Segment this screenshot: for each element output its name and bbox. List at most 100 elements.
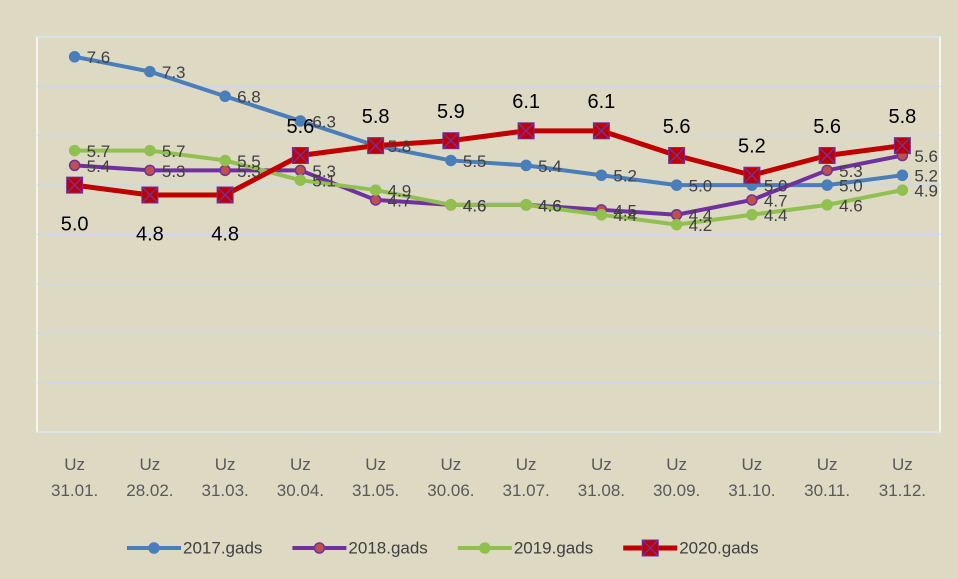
legend-label: 2019.gads <box>514 538 593 557</box>
marker-cross <box>641 539 659 557</box>
data-label: 5.2 <box>914 167 938 186</box>
data-label: 4.8 <box>136 223 164 245</box>
marker-cross <box>592 122 610 140</box>
data-label: 6.8 <box>237 88 261 107</box>
data-label: 4.9 <box>388 182 412 201</box>
marker <box>670 179 683 191</box>
data-label: 5.8 <box>362 106 390 128</box>
marker <box>821 164 833 177</box>
marker-cross <box>442 132 460 150</box>
data-label: 4.6 <box>839 196 863 215</box>
data-label: 5.9 <box>437 101 465 123</box>
legend-marker <box>148 542 160 554</box>
legend-marker <box>641 539 659 557</box>
marker-cross <box>818 146 836 165</box>
legend-label: 2018.gads <box>348 538 427 557</box>
marker <box>144 144 156 157</box>
x-tick-label: Uz 31.01. <box>50 455 99 500</box>
x-tick-label: Uz 30.04. <box>276 455 324 500</box>
marker <box>520 199 532 211</box>
legend-marker <box>479 542 491 554</box>
marker <box>746 209 758 221</box>
data-label: 5.7 <box>87 142 111 161</box>
marker <box>294 115 307 127</box>
marker-cross <box>743 166 761 184</box>
marker <box>369 194 382 206</box>
marker <box>68 51 81 63</box>
marker <box>592 122 610 140</box>
data-label: 5.3 <box>839 162 863 181</box>
marker-cross <box>216 186 234 204</box>
data-label: 4.7 <box>388 191 412 210</box>
data-label: 5.2 <box>738 136 766 158</box>
marker-cross <box>66 176 84 194</box>
marker <box>144 164 156 177</box>
marker <box>68 159 81 172</box>
data-label: 5.0 <box>61 213 89 235</box>
x-tick-label: Uz 31.12. <box>878 455 926 500</box>
series-line <box>74 148 903 227</box>
marker <box>216 186 234 204</box>
data-label: 4.7 <box>764 191 788 210</box>
legend-label: 2017.gads <box>183 538 262 557</box>
marker <box>668 146 686 165</box>
marker <box>896 184 909 196</box>
x-tick-label: Uz 28.02. <box>126 455 174 500</box>
marker <box>743 166 761 184</box>
legend-label: 2020.gads <box>679 538 758 557</box>
data-label: 5.0 <box>764 177 788 196</box>
data-label: 5.5 <box>463 152 487 171</box>
marker <box>219 164 231 177</box>
marker-cross <box>367 137 385 155</box>
data-label: 5.3 <box>162 162 186 181</box>
data-label: 7.6 <box>87 48 111 67</box>
legend-marker <box>313 542 326 554</box>
marker <box>141 186 159 204</box>
data-label: 4.6 <box>463 196 487 215</box>
data-label: 4.8 <box>211 223 239 245</box>
data-label: 5.1 <box>312 172 336 191</box>
data-label: 6.1 <box>512 91 540 113</box>
marker <box>219 154 231 167</box>
marker <box>746 194 758 206</box>
data-label: 7.3 <box>162 63 186 82</box>
marker-cross <box>291 146 309 165</box>
data-label: 5.0 <box>839 177 863 196</box>
x-tick-label: Uz 30.09. <box>652 455 701 500</box>
marker <box>595 169 608 181</box>
data-label: 4.4 <box>613 206 637 225</box>
marker <box>144 65 156 78</box>
marker <box>369 184 382 196</box>
marker <box>442 132 460 150</box>
marker-cross <box>893 137 911 155</box>
marker <box>670 209 683 221</box>
data-label: 5.6 <box>914 147 938 166</box>
marker <box>445 154 457 167</box>
marker-cross <box>141 186 159 204</box>
x-tick-label: Uz 31.07. <box>502 455 550 500</box>
series-line <box>74 54 903 188</box>
data-label: 4.6 <box>538 196 562 215</box>
marker <box>294 174 307 186</box>
marker <box>291 146 309 165</box>
data-label: 5.4 <box>538 157 562 176</box>
marker <box>68 144 81 157</box>
marker <box>517 122 535 140</box>
data-label: 5.3 <box>237 162 261 181</box>
data-label: 4.4 <box>764 206 788 225</box>
data-label: 6.1 <box>587 91 615 113</box>
data-label: 5.5 <box>237 152 261 171</box>
series-line <box>74 128 903 198</box>
x-tick-label: Uz 31.10. <box>728 455 776 500</box>
data-label: 4.4 <box>689 206 713 225</box>
marker <box>595 209 608 221</box>
data-label: 5.8 <box>388 137 412 156</box>
marker <box>670 218 683 231</box>
data-label: 4.5 <box>613 201 637 220</box>
data-label: 5.8 <box>888 106 916 128</box>
data-label: 5.3 <box>312 162 336 181</box>
data-label: 6.3 <box>312 112 336 131</box>
x-tick-label: Uz 30.11. <box>804 455 851 500</box>
data-label: 5.0 <box>689 177 713 196</box>
